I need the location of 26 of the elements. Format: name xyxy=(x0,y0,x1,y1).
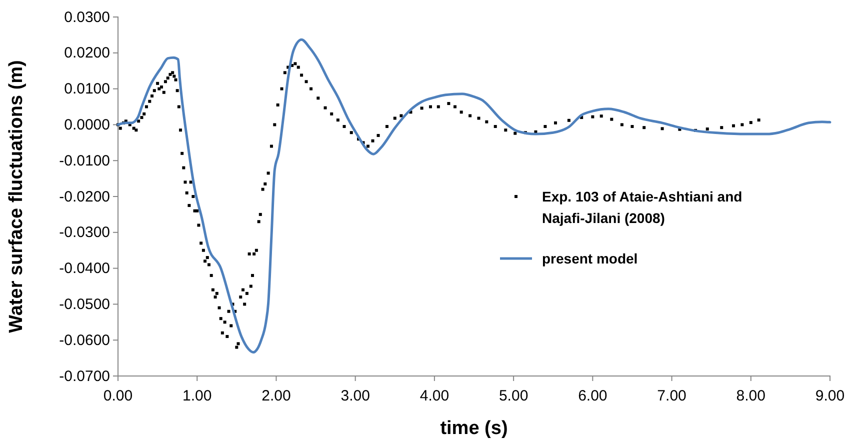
x-tick-label: 6.00 xyxy=(578,388,608,404)
legend-label: present model xyxy=(542,250,638,266)
legend-label: Exp. 103 of Ataie-Ashtiani and Najafi-Jilani (2008) xyxy=(542,188,742,226)
x-tick-label: 0.00 xyxy=(103,388,133,404)
x-tick-label: 3.00 xyxy=(340,388,370,404)
y-tick-label: -0.0100 xyxy=(59,152,110,170)
y-tick-label: 0.0300 xyxy=(64,8,110,26)
x-axis-title: time (s) xyxy=(440,418,508,439)
x-tick-label: 8.00 xyxy=(736,388,766,404)
y-tick-label: 0.0200 xyxy=(64,44,110,62)
x-tick-label: 4.00 xyxy=(420,388,450,404)
y-tick-label: -0.0600 xyxy=(59,332,110,349)
y-tick-label: -0.0700 xyxy=(59,368,110,385)
y-tick-label: -0.0200 xyxy=(59,188,110,206)
y-axis-title: Water surface fluctuations (m) xyxy=(6,60,27,333)
x-tick-label: 2.00 xyxy=(262,388,291,404)
line-series xyxy=(116,38,832,354)
y-tick-label: -0.0300 xyxy=(59,224,110,242)
x-tick-label: 1.00 xyxy=(182,388,212,404)
y-tick-label: -0.0500 xyxy=(59,296,110,313)
y-tick-label: -0.0400 xyxy=(59,260,110,278)
y-tick-label: 0.0000 xyxy=(64,116,110,134)
y-tick-label: 0.0100 xyxy=(64,80,110,98)
x-tick-label: 9.00 xyxy=(815,388,845,404)
x-tick-label: 5.00 xyxy=(498,388,528,404)
x-tick-label: 7.00 xyxy=(657,388,686,404)
